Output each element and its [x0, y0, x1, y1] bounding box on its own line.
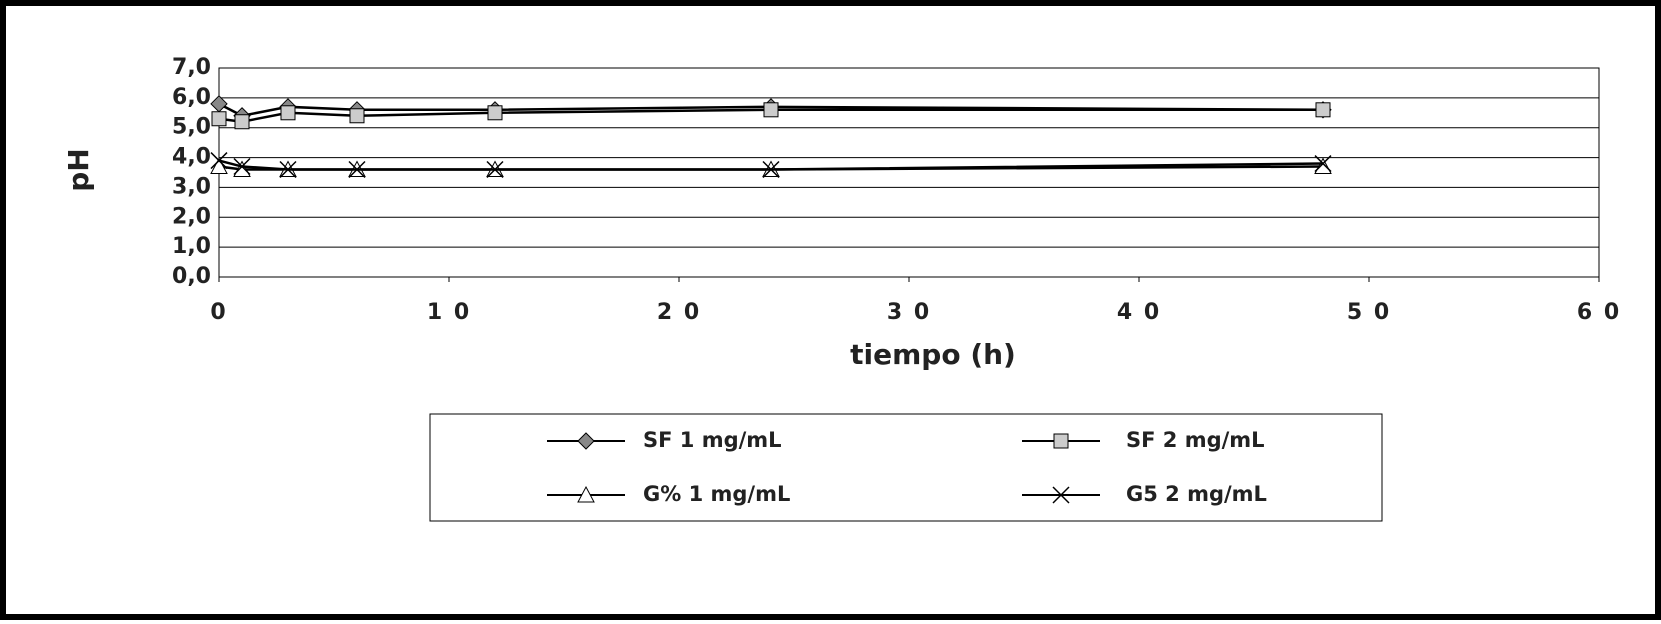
- legend-label: G% 1 mg/mL: [643, 482, 790, 506]
- marker: [762, 160, 780, 179]
- x-tick-label: 1 0: [427, 300, 471, 325]
- y-tick-label: 0,0: [172, 264, 211, 289]
- y-tick-label: 1,0: [172, 234, 211, 259]
- marker: [348, 160, 366, 179]
- y-axis-title: pH: [62, 148, 95, 191]
- marker: [1314, 157, 1332, 175]
- y-tick-label: 7,0: [172, 55, 211, 80]
- marker: [487, 105, 503, 121]
- marker: [1052, 486, 1070, 504]
- y-tick-label: 4,0: [172, 145, 211, 170]
- legend-label: G5 2 mg/mL: [1126, 482, 1267, 506]
- x-tick-label: 6 0: [1577, 300, 1621, 325]
- marker: [211, 111, 227, 127]
- x-tick-label: 3 0: [887, 300, 931, 325]
- y-tick-label: 6,0: [172, 85, 211, 110]
- x-tick-label: 0: [210, 300, 227, 325]
- marker: [210, 157, 228, 175]
- y-tick-label: 5,0: [172, 115, 211, 140]
- y-tick-label: 3,0: [172, 174, 211, 199]
- x-tick-label: 5 0: [1347, 300, 1391, 325]
- marker: [577, 485, 595, 503]
- legend-box: [429, 413, 1383, 522]
- marker: [1053, 433, 1069, 449]
- marker: [233, 160, 251, 178]
- x-axis-title: tiempo (h): [850, 338, 1016, 371]
- marker: [1315, 102, 1331, 118]
- marker: [279, 160, 297, 179]
- legend-label: SF 2 mg/mL: [1126, 428, 1265, 452]
- marker: [763, 102, 779, 118]
- marker: [349, 108, 365, 124]
- legend-label: SF 1 mg/mL: [643, 428, 782, 452]
- marker: [280, 105, 296, 121]
- x-tick-label: 4 0: [1117, 300, 1161, 325]
- marker: [233, 157, 251, 176]
- x-tick-label: 2 0: [657, 300, 701, 325]
- marker: [210, 152, 228, 170]
- marker: [577, 432, 595, 450]
- marker: [486, 160, 504, 179]
- marker: [234, 114, 250, 130]
- marker: [1314, 155, 1332, 173]
- y-tick-label: 2,0: [172, 204, 211, 229]
